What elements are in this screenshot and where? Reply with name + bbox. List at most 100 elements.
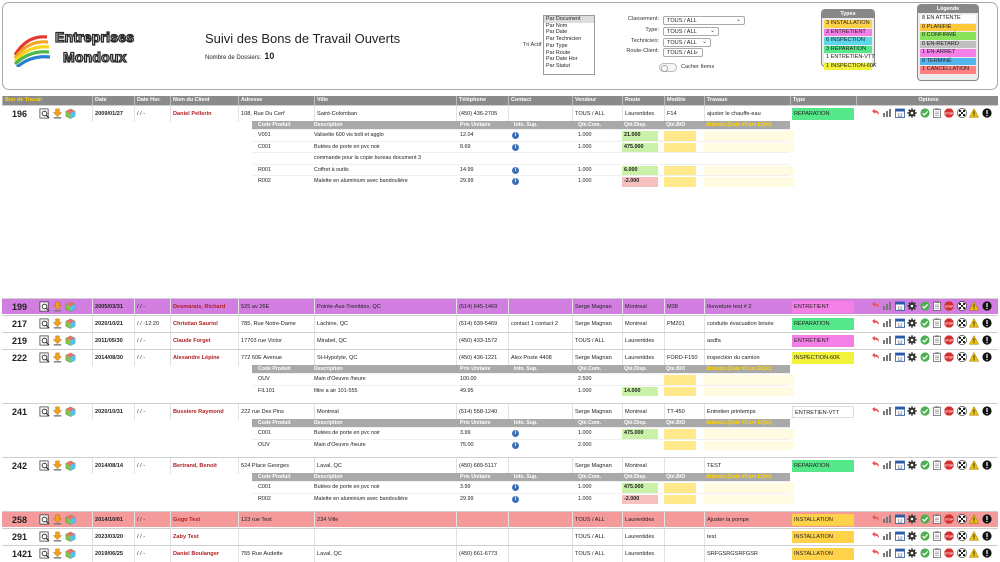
view-doc-icon[interactable] [39, 460, 50, 471]
warning-icon[interactable] [969, 352, 980, 362]
work-order-number[interactable]: 196 [12, 109, 28, 119]
work-order-number[interactable]: 241 [12, 407, 28, 417]
bar-chart-icon[interactable] [882, 301, 892, 311]
alert-icon[interactable] [981, 335, 992, 345]
column-header[interactable]: Date Hor. [134, 96, 170, 105]
gear-icon[interactable] [907, 301, 917, 311]
warning-icon[interactable] [969, 335, 980, 345]
sort-option[interactable]: Par Document [544, 16, 594, 23]
clipboard-icon[interactable] [932, 318, 942, 328]
work-order-number[interactable]: 222 [12, 353, 28, 363]
work-order-number[interactable]: 242 [12, 461, 28, 471]
work-order-number[interactable]: 291 [12, 532, 28, 542]
work-order-number[interactable]: 217 [12, 319, 28, 329]
alert-icon[interactable] [981, 406, 992, 416]
column-header[interactable]: Ville [314, 96, 456, 105]
column-header[interactable]: Type [790, 96, 856, 105]
view-doc-icon[interactable] [39, 335, 50, 346]
work-order-number[interactable]: 1421 [12, 549, 33, 559]
warning-icon[interactable] [969, 460, 980, 470]
checkered-flag-icon[interactable] [956, 460, 967, 470]
bar-chart-icon[interactable] [882, 514, 892, 524]
undo-arrow-icon[interactable] [870, 335, 880, 345]
checkered-flag-icon[interactable] [956, 335, 967, 345]
checkered-flag-icon[interactable] [956, 531, 967, 541]
work-order-row[interactable]: 199 2005/03/31/ / - Desmarais, Richard 525 … [2, 298, 998, 315]
checkmark-icon[interactable] [919, 531, 930, 541]
checkmark-icon[interactable] [919, 108, 930, 118]
warning-icon[interactable] [969, 406, 980, 416]
info-icon[interactable]: i [512, 166, 519, 174]
clipboard-icon[interactable] [932, 514, 942, 524]
view-doc-icon[interactable] [39, 406, 50, 417]
work-order-number[interactable]: 199 [12, 302, 28, 312]
work-order-row[interactable]: 291 2023/03/20/ / - Zaby Test TOUS / ALL Lau… [2, 528, 998, 545]
column-header[interactable]: Modèle [664, 96, 704, 105]
undo-arrow-icon[interactable] [870, 531, 880, 541]
alert-icon[interactable] [981, 548, 992, 558]
technicien-select[interactable]: TOUS / ALL ⌄ [663, 38, 711, 47]
download-icon[interactable] [52, 531, 63, 542]
work-order-row[interactable]: 1421 2019/06/25/ / - Daniel Boulanger 755 R… [2, 545, 998, 562]
bar-chart-icon[interactable] [882, 352, 892, 362]
checkmark-icon[interactable] [919, 352, 930, 362]
download-icon[interactable] [52, 406, 63, 417]
cube-icon[interactable] [65, 318, 76, 329]
type-select[interactable]: TOUS / ALL ⌄ [663, 27, 719, 36]
info-icon[interactable]: i [512, 441, 519, 449]
clipboard-icon[interactable] [932, 548, 942, 558]
stop-sign-icon[interactable]: STOP [944, 352, 954, 362]
download-icon[interactable] [52, 108, 63, 119]
gear-icon[interactable] [907, 335, 917, 345]
bar-chart-icon[interactable] [882, 318, 892, 328]
gear-icon[interactable] [907, 514, 917, 524]
clipboard-icon[interactable] [932, 108, 942, 118]
stop-sign-icon[interactable]: STOP [944, 301, 954, 311]
cube-icon[interactable] [65, 108, 76, 119]
work-order-row[interactable]: 222 2014/08/30/ / - Alexandre Lépine 772 60… [2, 349, 998, 366]
undo-arrow-icon[interactable] [870, 352, 880, 362]
cube-icon[interactable] [65, 531, 76, 542]
info-icon[interactable]: i [512, 484, 519, 491]
hide-items-toggle[interactable] [659, 63, 677, 72]
stop-sign-icon[interactable]: STOP [944, 318, 954, 328]
checkmark-icon[interactable] [919, 548, 930, 558]
column-header[interactable]: Travaux [704, 96, 790, 105]
download-icon[interactable] [52, 301, 63, 312]
calendar-icon[interactable]: 12 [894, 531, 905, 541]
column-header[interactable]: Adresse [238, 96, 314, 105]
stop-sign-icon[interactable]: STOP [944, 548, 954, 558]
alert-icon[interactable] [981, 108, 992, 118]
download-icon[interactable] [52, 335, 63, 346]
sort-option[interactable]: Par Date Hor [546, 56, 578, 63]
undo-arrow-icon[interactable] [870, 460, 880, 470]
checkered-flag-icon[interactable] [956, 406, 967, 416]
undo-arrow-icon[interactable] [870, 548, 880, 558]
clipboard-icon[interactable] [932, 301, 942, 311]
warning-icon[interactable] [969, 531, 980, 541]
checkmark-icon[interactable] [919, 335, 930, 345]
calendar-icon[interactable]: 12 [894, 318, 905, 328]
warning-icon[interactable] [969, 108, 980, 118]
cube-icon[interactable] [65, 352, 76, 363]
checkmark-icon[interactable] [919, 301, 930, 311]
view-doc-icon[interactable] [39, 514, 50, 525]
column-header[interactable]: Bon de Travail [2, 96, 92, 105]
work-order-row[interactable]: 241 2020/10/31/ / - Bussiere Raymond 222 ru… [2, 403, 998, 420]
checkered-flag-icon[interactable] [956, 352, 967, 362]
sort-option[interactable]: Par Date [546, 29, 568, 36]
work-order-row[interactable]: 219 2011/05/30/ / - Claude Forget 17703 rue… [2, 332, 998, 349]
view-doc-icon[interactable] [39, 318, 50, 329]
bar-chart-icon[interactable] [882, 460, 892, 470]
alert-icon[interactable] [981, 514, 992, 524]
bar-chart-icon[interactable] [882, 531, 892, 541]
alert-icon[interactable] [981, 352, 992, 362]
view-doc-icon[interactable] [39, 301, 50, 312]
gear-icon[interactable] [907, 406, 917, 416]
sort-listbox[interactable]: Par Document Par Nom Par Date Par Technicie… [543, 15, 595, 75]
checkmark-icon[interactable] [919, 514, 930, 524]
column-header[interactable]: Route [622, 96, 664, 105]
undo-arrow-icon[interactable] [870, 108, 880, 118]
clipboard-icon[interactable] [932, 335, 942, 345]
download-icon[interactable] [52, 352, 63, 363]
